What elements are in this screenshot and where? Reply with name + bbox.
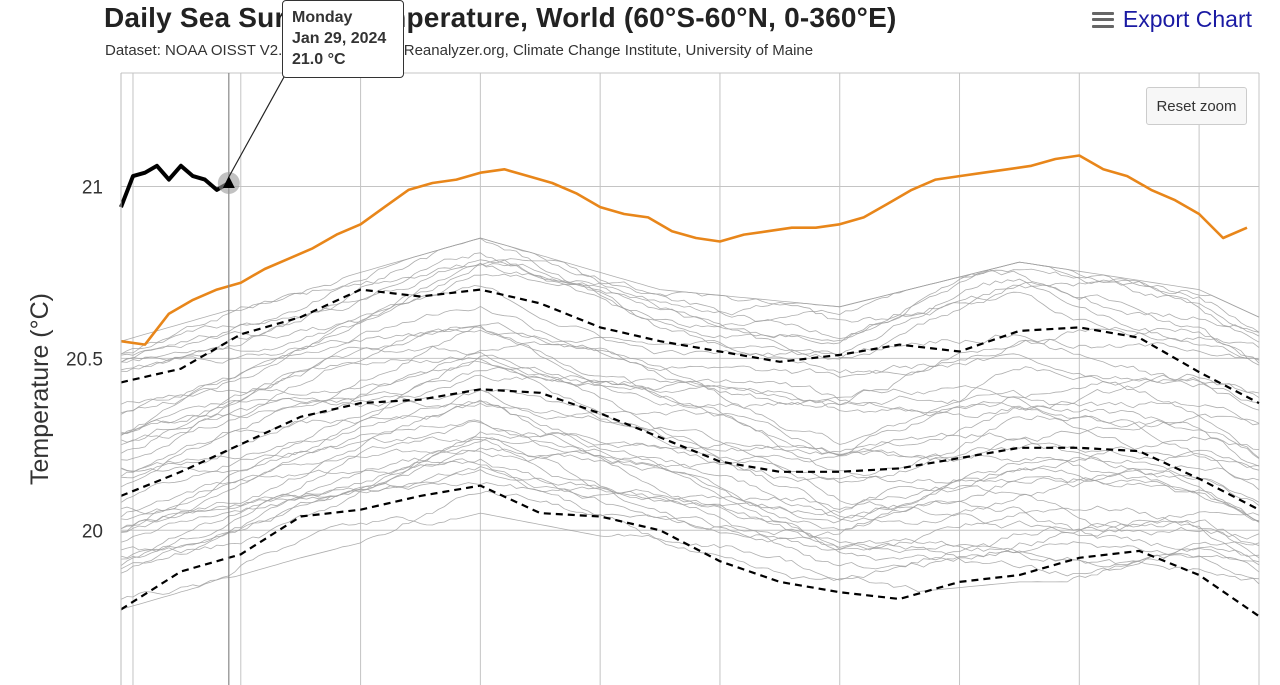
- historical-year-line: [120, 325, 1260, 435]
- historical-year-line: [120, 305, 1260, 414]
- hover-marker: [217, 47, 301, 685]
- plot-grid: [121, 72, 1260, 685]
- historical-year-line: [120, 399, 1260, 521]
- climatology-lines: [120, 288, 1260, 618]
- reset-zoom-button[interactable]: Reset zoom: [1146, 87, 1247, 125]
- hover-point-marker: [222, 176, 235, 189]
- historical-year-line: [120, 322, 1260, 434]
- historical-year-line: [120, 419, 1260, 533]
- historical-year-line: [120, 326, 1260, 443]
- series-2024-line: [119, 163, 230, 208]
- historical-year-line: [120, 273, 1260, 366]
- historical-year-line: [120, 261, 1260, 372]
- y-axis-title: Temperature (°C): [26, 293, 54, 485]
- historical-year-line: [120, 354, 1260, 474]
- historical-year-line: [120, 469, 1260, 574]
- series-2023: [120, 154, 1248, 346]
- series-2024: [119, 163, 230, 208]
- export-chart-button[interactable]: Export Chart: [1091, 6, 1252, 33]
- historical-year-line: [120, 512, 1260, 610]
- historical-year-line: [120, 356, 1260, 454]
- historical-year-line: [120, 237, 1260, 342]
- climatology-line: [120, 388, 1260, 511]
- historical-year-line: [120, 402, 1260, 505]
- y-tick-label: 21: [82, 177, 103, 198]
- series-2023-line: [120, 154, 1248, 346]
- historical-year-line: [120, 259, 1260, 371]
- y-tick-label: 20: [82, 521, 103, 542]
- historical-year-line: [120, 389, 1260, 488]
- tooltip-value: 21.0 °C: [292, 51, 346, 68]
- tooltip-date: Jan 29, 2024: [292, 30, 387, 47]
- historical-year-line: [120, 457, 1260, 577]
- historical-year-line: [120, 490, 1260, 600]
- historical-year-line: [120, 285, 1260, 405]
- historical-year-line: [120, 420, 1260, 521]
- y-tick-label: 20.5: [66, 349, 103, 370]
- climatology-line: [120, 484, 1260, 618]
- historical-year-line: [120, 450, 1260, 563]
- historical-year-line: [120, 237, 1260, 356]
- historical-year-line: [120, 360, 1260, 473]
- historical-year-line: [120, 437, 1260, 530]
- historical-year-line: [120, 466, 1260, 585]
- historical-year-line: [120, 436, 1260, 554]
- historical-year-line: [120, 341, 1260, 459]
- historical-year-line: [120, 326, 1260, 437]
- chart-title: Daily Sea Surface Temperature, World (60…: [104, 2, 897, 33]
- historical-year-line: [120, 482, 1260, 567]
- hamburger-menu-icon: [1091, 11, 1114, 28]
- data-tooltip: Monday Jan 29, 2024 21.0 °C: [282, 0, 404, 78]
- export-chart-label: Export Chart: [1122, 6, 1252, 32]
- y-axis: 20 20.5 21: [66, 73, 122, 685]
- historical-year-line: [120, 374, 1260, 491]
- historical-year-line: [120, 388, 1260, 506]
- historical-year-line: [120, 447, 1260, 533]
- tooltip-weekday: Monday: [292, 9, 353, 26]
- historical-year-line: [120, 262, 1260, 355]
- historical-year-line: [120, 366, 1260, 467]
- historical-year-line: [120, 252, 1260, 363]
- historical-year-line: [120, 431, 1260, 531]
- historical-years-lines: [120, 237, 1260, 610]
